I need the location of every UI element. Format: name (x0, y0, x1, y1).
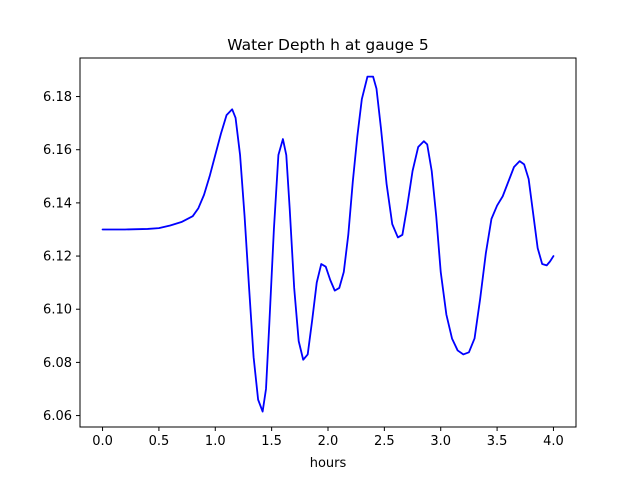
x-tick-label: 1.5 (261, 434, 282, 449)
y-tick-label: 6.12 (43, 250, 72, 265)
y-tick-label: 6.08 (43, 356, 72, 371)
x-tick-label: 0.0 (92, 434, 113, 449)
chart-title: Water Depth h at gauge 5 (227, 36, 428, 54)
x-tick-label: 3.0 (430, 434, 451, 449)
x-tick-label: 0.5 (149, 434, 170, 449)
x-axis-ticks: 0.0 0.5 1.0 1.5 2.0 2.5 3.0 3.5 4.0 (92, 427, 564, 449)
x-tick-label: 4.0 (543, 434, 564, 449)
y-tick-label: 6.10 (43, 303, 72, 318)
x-tick-label: 3.5 (487, 434, 508, 449)
y-tick-label: 6.16 (43, 143, 72, 158)
x-tick-label: 1.0 (205, 434, 226, 449)
y-tick-label: 6.06 (43, 409, 72, 424)
x-tick-label: 2.0 (318, 434, 339, 449)
plot-area-frame (79, 57, 577, 428)
y-tick-label: 6.18 (43, 90, 72, 105)
x-tick-label: 2.5 (374, 434, 395, 449)
y-axis-ticks: 6.06 6.08 6.10 6.12 6.14 6.16 6.18 (43, 90, 80, 424)
water-depth-series-line (101, 75, 555, 413)
y-tick-label: 6.14 (43, 196, 72, 211)
x-axis-label: hours (310, 456, 347, 471)
